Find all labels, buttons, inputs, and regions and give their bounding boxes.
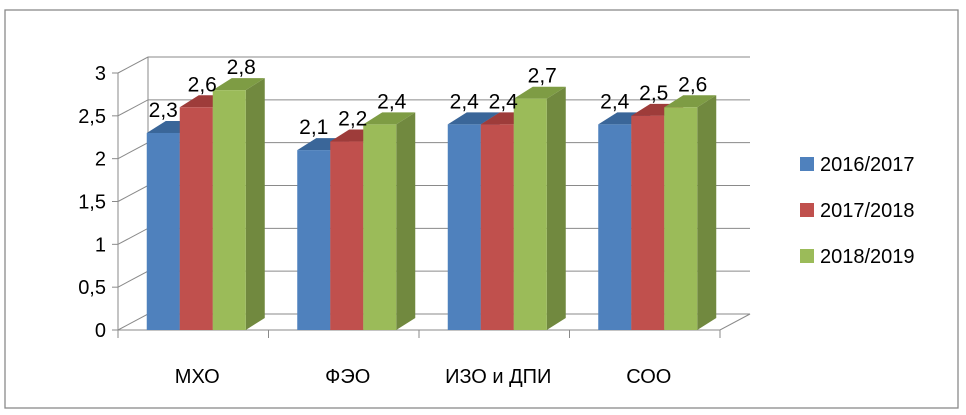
category-label: СОО [626,366,671,388]
chart-bars [146,78,717,331]
y-tick-labels: 0 0,5 1 1,5 2 2,5 3 [78,63,106,342]
data-label: 2,4 [450,90,480,113]
bar-front [598,124,632,331]
data-label: 2,3 [149,99,178,122]
bar-top [363,112,416,125]
category-label: ИЗО и ДПИ [445,366,551,388]
bar [664,95,717,331]
bar-front [297,150,331,330]
bar-top [447,112,500,125]
bar-front [664,107,698,331]
y-tick-label: 2,5 [78,106,106,128]
bar-front [447,124,481,331]
bar-front [480,124,514,331]
bar-side [546,86,566,330]
y-tick-label: 3 [95,63,106,85]
chart-legend: 2016/2017 2017/2018 2018/2019 [800,154,915,268]
bar-front [146,132,180,330]
data-label: 2,7 [528,65,557,88]
bar-front [513,98,547,330]
category-labels: МХО ФЭО ИЗО и ДПИ СОО [175,366,672,388]
bar-front [212,90,246,330]
bar [513,86,566,330]
bar-top [664,95,717,108]
bar-side [396,112,416,331]
y-tick-label: 1,5 [78,192,106,214]
legend-item: 2016/2017 [800,154,915,176]
bar-top [513,86,566,99]
data-label: 2,8 [227,56,256,79]
bar-front [179,107,213,331]
legend-swatch [800,203,814,217]
chart-axes [112,72,721,338]
y-tick-label: 1 [95,234,106,256]
data-label: 2,6 [678,73,707,96]
bar-front [631,115,665,330]
data-label: 2,4 [489,90,519,113]
legend-label: 2018/2019 [820,246,915,268]
y-tick-label: 0 [95,320,106,342]
legend-item: 2017/2018 [800,200,915,222]
data-label: 2,5 [639,82,668,105]
legend-swatch [800,249,814,263]
category-label: МХО [175,366,220,388]
data-label: 2,4 [600,90,630,113]
bar-side [245,78,265,330]
y-tick-label: 0,5 [78,277,106,299]
gridline [117,56,750,74]
legend-swatch [800,157,814,171]
data-label: 2,2 [338,108,367,131]
data-labels: 2,3 2,6 2,8 2,1 2,2 2,4 2,4 2,4 2,7 2,4 2,5 2,6 [149,56,708,139]
bar-front [363,124,397,331]
data-label: 2,4 [377,90,407,113]
bar-top [212,78,265,91]
bar [212,78,265,330]
legend-item: 2018/2019 [800,246,915,268]
data-label: 2,1 [299,116,328,139]
bar [363,112,416,331]
bar-side [697,95,717,331]
bar-front [330,141,364,330]
category-label: ФЭО [325,366,370,388]
legend-label: 2016/2017 [820,154,915,176]
data-label: 2,6 [188,73,217,96]
legend-label: 2017/2018 [820,200,915,222]
y-tick-label: 2 [95,149,106,171]
